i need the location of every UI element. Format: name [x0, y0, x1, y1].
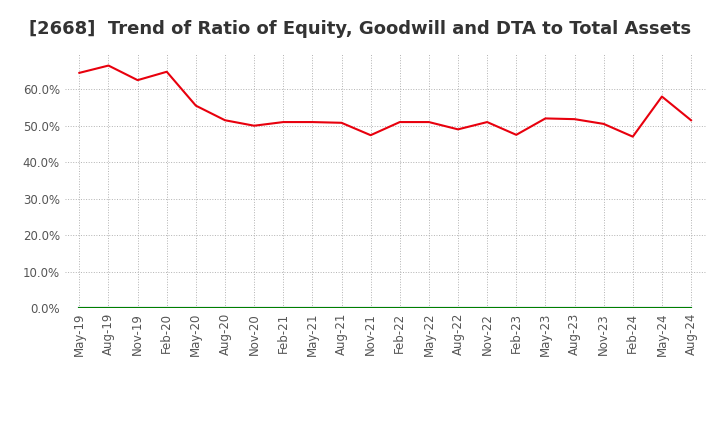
Goodwill [425, 305, 433, 311]
Equity [366, 132, 375, 138]
Deferred Tax Assets [483, 305, 492, 311]
Deferred Tax Assets [454, 305, 462, 311]
Deferred Tax Assets [570, 305, 579, 311]
Goodwill [395, 305, 404, 311]
Deferred Tax Assets [512, 305, 521, 311]
Equity [687, 117, 696, 123]
Equity [192, 103, 200, 108]
Equity [425, 119, 433, 125]
Equity [599, 121, 608, 127]
Goodwill [599, 305, 608, 311]
Goodwill [366, 305, 375, 311]
Equity [104, 63, 113, 68]
Deferred Tax Assets [541, 305, 550, 311]
Deferred Tax Assets [687, 305, 696, 311]
Goodwill [570, 305, 579, 311]
Goodwill [250, 305, 258, 311]
Text: [2668]  Trend of Ratio of Equity, Goodwill and DTA to Total Assets: [2668] Trend of Ratio of Equity, Goodwil… [29, 20, 691, 37]
Goodwill [512, 305, 521, 311]
Goodwill [308, 305, 317, 311]
Deferred Tax Assets [192, 305, 200, 311]
Equity [454, 127, 462, 132]
Goodwill [541, 305, 550, 311]
Goodwill [483, 305, 492, 311]
Line: Equity: Equity [79, 66, 691, 137]
Goodwill [75, 305, 84, 311]
Equity [75, 70, 84, 76]
Deferred Tax Assets [657, 305, 666, 311]
Equity [541, 116, 550, 121]
Equity [163, 69, 171, 74]
Deferred Tax Assets [279, 305, 287, 311]
Goodwill [220, 305, 229, 311]
Deferred Tax Assets [133, 305, 142, 311]
Equity [570, 117, 579, 122]
Goodwill [337, 305, 346, 311]
Equity [308, 119, 317, 125]
Equity [657, 94, 666, 99]
Deferred Tax Assets [104, 305, 113, 311]
Deferred Tax Assets [163, 305, 171, 311]
Goodwill [629, 305, 637, 311]
Deferred Tax Assets [366, 305, 375, 311]
Deferred Tax Assets [599, 305, 608, 311]
Goodwill [192, 305, 200, 311]
Deferred Tax Assets [75, 305, 84, 311]
Goodwill [133, 305, 142, 311]
Deferred Tax Assets [308, 305, 317, 311]
Deferred Tax Assets [425, 305, 433, 311]
Deferred Tax Assets [395, 305, 404, 311]
Equity [250, 123, 258, 128]
Goodwill [657, 305, 666, 311]
Equity [395, 119, 404, 125]
Goodwill [279, 305, 287, 311]
Goodwill [687, 305, 696, 311]
Equity [629, 134, 637, 139]
Equity [512, 132, 521, 137]
Equity [220, 117, 229, 123]
Equity [337, 120, 346, 125]
Equity [279, 119, 287, 125]
Equity [483, 119, 492, 125]
Goodwill [104, 305, 113, 311]
Deferred Tax Assets [250, 305, 258, 311]
Goodwill [163, 305, 171, 311]
Goodwill [454, 305, 462, 311]
Equity [133, 77, 142, 83]
Deferred Tax Assets [220, 305, 229, 311]
Deferred Tax Assets [337, 305, 346, 311]
Deferred Tax Assets [629, 305, 637, 311]
